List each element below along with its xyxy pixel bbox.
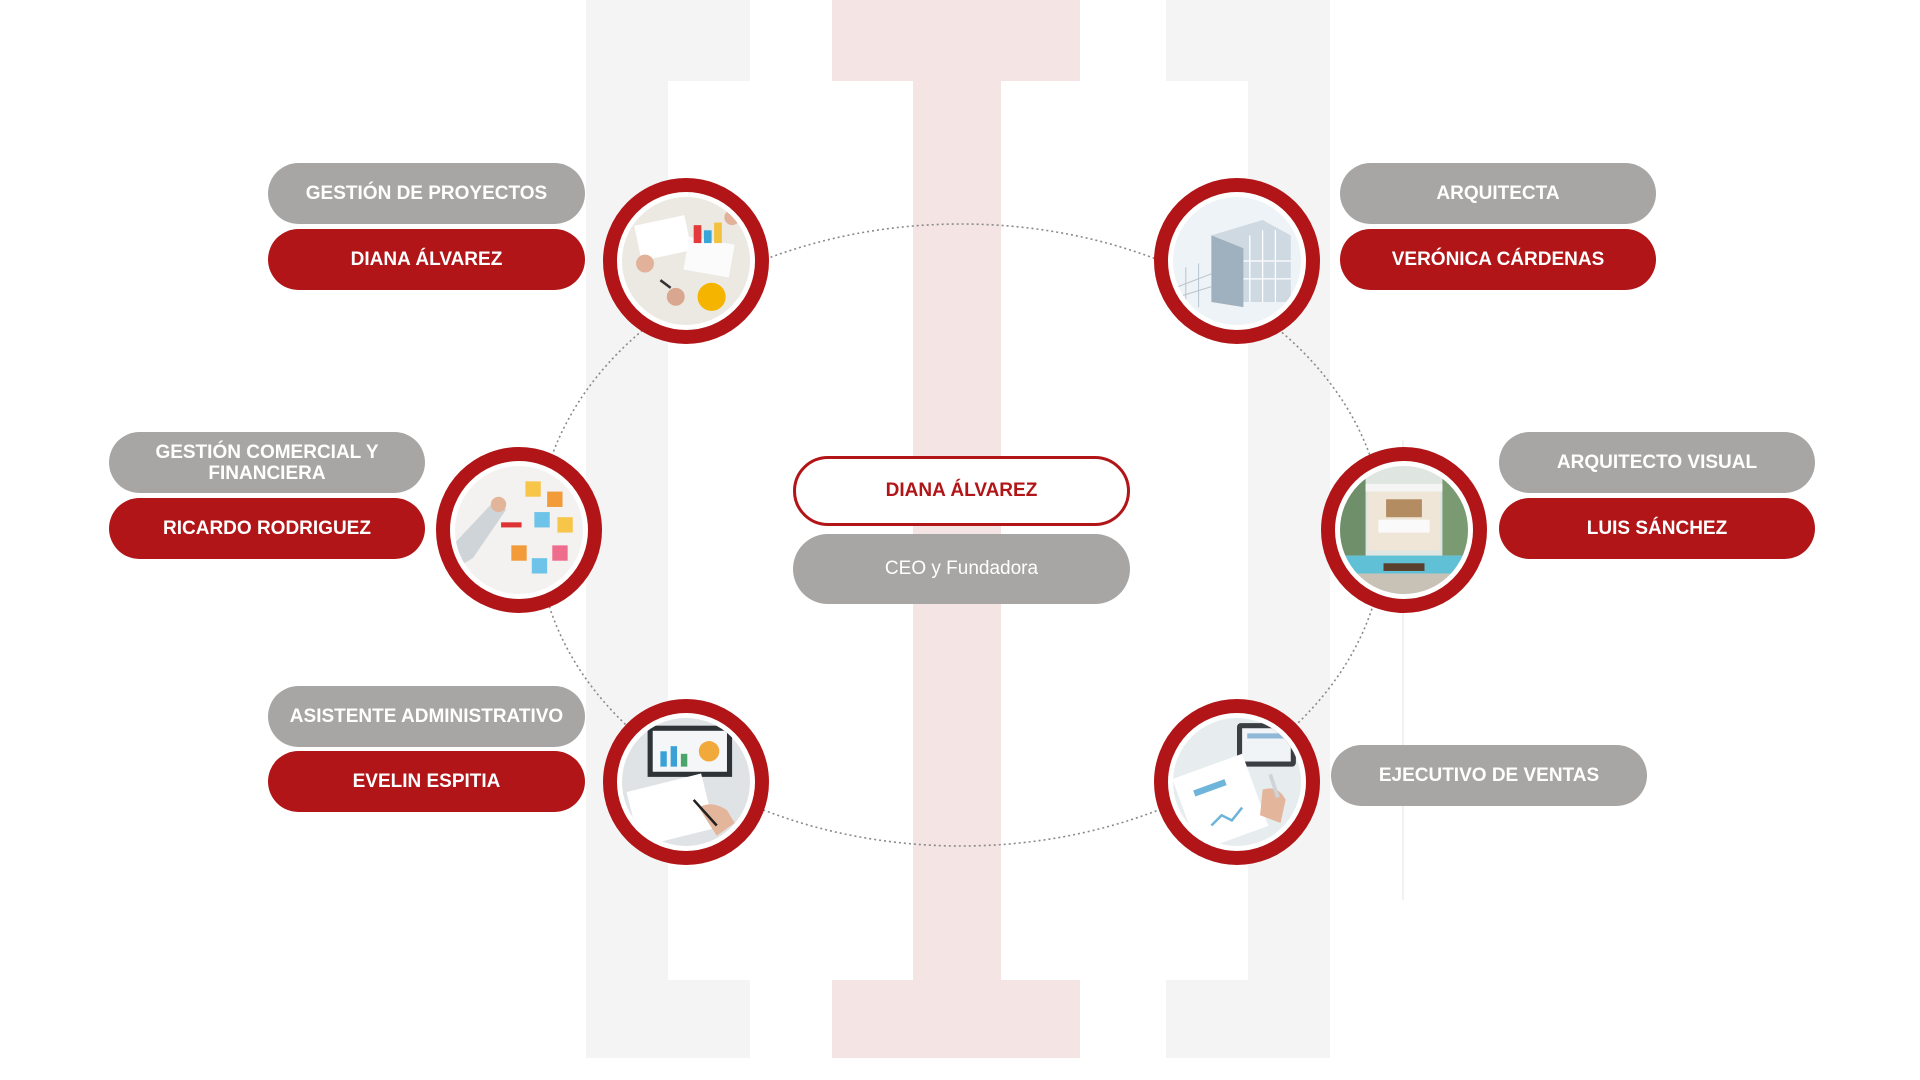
sales-report-photo-icon — [1154, 699, 1320, 865]
area-label-project-management: GESTIÓN DE PROYECTOS — [268, 163, 585, 224]
planning-table-photo-icon — [603, 178, 769, 344]
watermark-center-letter — [832, 0, 1080, 1058]
area-label-commercial-finance: GESTIÓN COMERCIAL Y FINANCIERA — [109, 432, 425, 493]
member-name-architect: VERÓNICA CÁRDENAS — [1340, 229, 1656, 290]
member-name-commercial-finance: RICARDO RODRIGUEZ — [109, 498, 425, 559]
sticky-notes-photo-icon — [436, 447, 602, 613]
ceo-name-box: DIANA ÁLVAREZ — [793, 456, 1130, 526]
member-name-project-management: DIANA ÁLVAREZ — [268, 229, 585, 290]
building-photo-icon — [1154, 178, 1320, 344]
watermark-left-bracket — [586, 0, 750, 1058]
watermark-right-bracket — [1166, 0, 1330, 1058]
member-name-admin-assistant: EVELIN ESPITIA — [268, 751, 585, 812]
area-label-architect: ARQUITECTA — [1340, 163, 1656, 224]
interior-render-photo-icon — [1321, 447, 1487, 613]
area-label-visual-architect: ARQUITECTO VISUAL — [1499, 432, 1815, 493]
member-name-visual-architect: LUIS SÁNCHEZ — [1499, 498, 1815, 559]
ceo-role-box: CEO y Fundadora — [793, 534, 1130, 604]
reports-desk-photo-icon — [603, 699, 769, 865]
area-label-admin-assistant: ASISTENTE ADMINISTRATIVO — [268, 686, 585, 747]
area-label-sales-executive: EJECUTIVO DE VENTAS — [1331, 745, 1647, 806]
